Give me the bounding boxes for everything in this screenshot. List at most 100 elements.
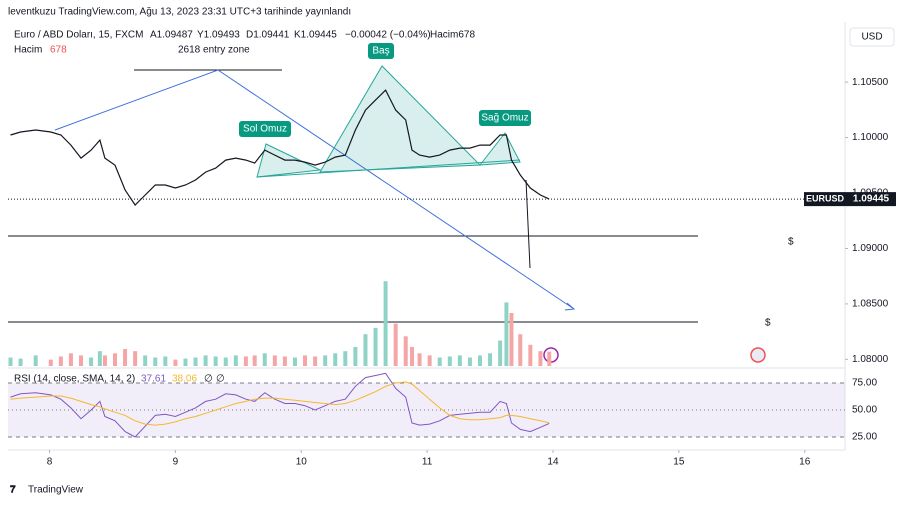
level-note: $	[788, 237, 794, 248]
right-shoulder	[478, 132, 521, 166]
rsi-line	[10, 372, 550, 438]
volume-bar	[123, 349, 128, 366]
x-tick-label: 15	[673, 457, 685, 468]
open: A1.09487	[150, 30, 193, 41]
x-tick-label: 16	[799, 457, 811, 468]
currency-button[interactable]	[849, 27, 895, 47]
change: −0.00042 (−0.04%)	[345, 30, 431, 41]
volume-bar	[403, 336, 408, 366]
sma-value: 38.06	[172, 374, 197, 385]
x-tick-label: 14	[547, 457, 559, 468]
currency[interactable]: USD	[861, 32, 882, 43]
volume-bar	[8, 357, 13, 366]
volume-bar	[417, 353, 422, 366]
logo-mark: 𝟕	[10, 485, 16, 496]
volume-bar	[457, 355, 462, 366]
x-tick-label: 9	[173, 457, 179, 468]
volume-bar	[58, 356, 63, 366]
rsi-flag: ∅	[216, 374, 225, 385]
volume-bar	[243, 356, 248, 366]
rsi-value: 37.61	[141, 374, 166, 385]
volume-bar	[252, 355, 257, 366]
rsi-tick-label: 25.00	[852, 432, 877, 443]
ticker-tag	[804, 192, 846, 207]
volume-bar	[467, 357, 472, 366]
x-tick-label: 10	[296, 457, 308, 468]
label-box	[368, 43, 394, 59]
volume-bar	[437, 357, 442, 366]
volume-bar	[262, 353, 267, 366]
last-price-tag	[846, 192, 896, 207]
volume-bar	[313, 356, 318, 366]
volume-bar	[18, 358, 23, 366]
price-line	[10, 89, 550, 206]
volume-bar	[509, 313, 514, 366]
label-box	[479, 110, 531, 126]
volume-bar	[173, 359, 178, 366]
rsi-flag: ∅	[204, 374, 213, 385]
volume-bar	[518, 334, 523, 366]
volume-bar	[498, 340, 503, 366]
published-note: leventkuzu TradingView.com, Ağu 13, 2023…	[8, 7, 351, 18]
volume-bar	[203, 355, 208, 366]
volume-value: 678	[50, 45, 67, 56]
volume-bar	[97, 351, 102, 366]
volume-bar	[373, 327, 378, 366]
volume-bar	[213, 356, 218, 366]
volume-bar	[133, 351, 138, 366]
volume-bar	[353, 346, 358, 366]
rsi-line	[10, 381, 550, 426]
x-tick-label: 11	[422, 457, 433, 468]
y-tick-label: 1.10000	[852, 132, 889, 143]
volume-bar	[79, 355, 84, 366]
volume-bar	[538, 351, 543, 366]
volume-bar	[89, 357, 94, 366]
head	[319, 65, 482, 173]
volume-bar	[183, 358, 188, 366]
volume-bar	[223, 357, 228, 366]
volume-bar	[477, 355, 482, 366]
low: D1.09441	[246, 30, 290, 41]
volume-bar	[343, 351, 348, 366]
left-shoulder-label: Sol Omuz	[243, 124, 287, 135]
volume-bar	[233, 355, 238, 366]
volume-bar	[153, 357, 158, 366]
logo: TradingView	[28, 485, 84, 496]
volume-bar	[383, 281, 388, 366]
volume-bar	[143, 355, 148, 366]
trend-line	[54, 69, 575, 310]
projection-line	[525, 179, 531, 269]
y-tick-label: 1.09000	[852, 243, 889, 254]
level-note: $	[765, 318, 771, 329]
close: K1.09445	[294, 30, 337, 41]
volume-bar	[102, 355, 107, 366]
fib-note: 2618 entry zone	[178, 45, 250, 56]
rsi-title: RSI (14, close, SMA, 14, 2)	[14, 374, 135, 385]
ticker-label: EURUSD	[806, 193, 845, 203]
volume-bar	[547, 351, 552, 366]
symbol: Euro / ABD Doları, 15, FXCM	[14, 30, 144, 41]
rsi-tick-label: 50.00	[852, 405, 877, 416]
rsi-band	[8, 383, 845, 438]
volume-header: Hacim678	[430, 30, 475, 41]
volume-bar	[282, 356, 287, 366]
volume-bar	[303, 355, 308, 366]
rsi-tick-label: 75.00	[852, 378, 877, 389]
volume-bar	[363, 334, 368, 366]
volume-bar	[393, 323, 398, 366]
volume-bar	[112, 353, 117, 366]
volume-bar	[323, 355, 328, 366]
x-tick-label: 8	[47, 457, 53, 468]
volume-bar	[333, 353, 338, 366]
arrow-head	[564, 302, 576, 311]
volume-bar	[163, 356, 168, 366]
volume-bar	[193, 357, 198, 366]
neckline	[256, 159, 521, 178]
y-tick-label: 1.08000	[852, 354, 889, 365]
volume-bar	[292, 357, 297, 366]
volume-bar	[504, 302, 509, 366]
last-price-label: 1.09445	[853, 194, 890, 205]
flag-icon[interactable]	[750, 347, 766, 363]
label-box	[239, 121, 291, 137]
